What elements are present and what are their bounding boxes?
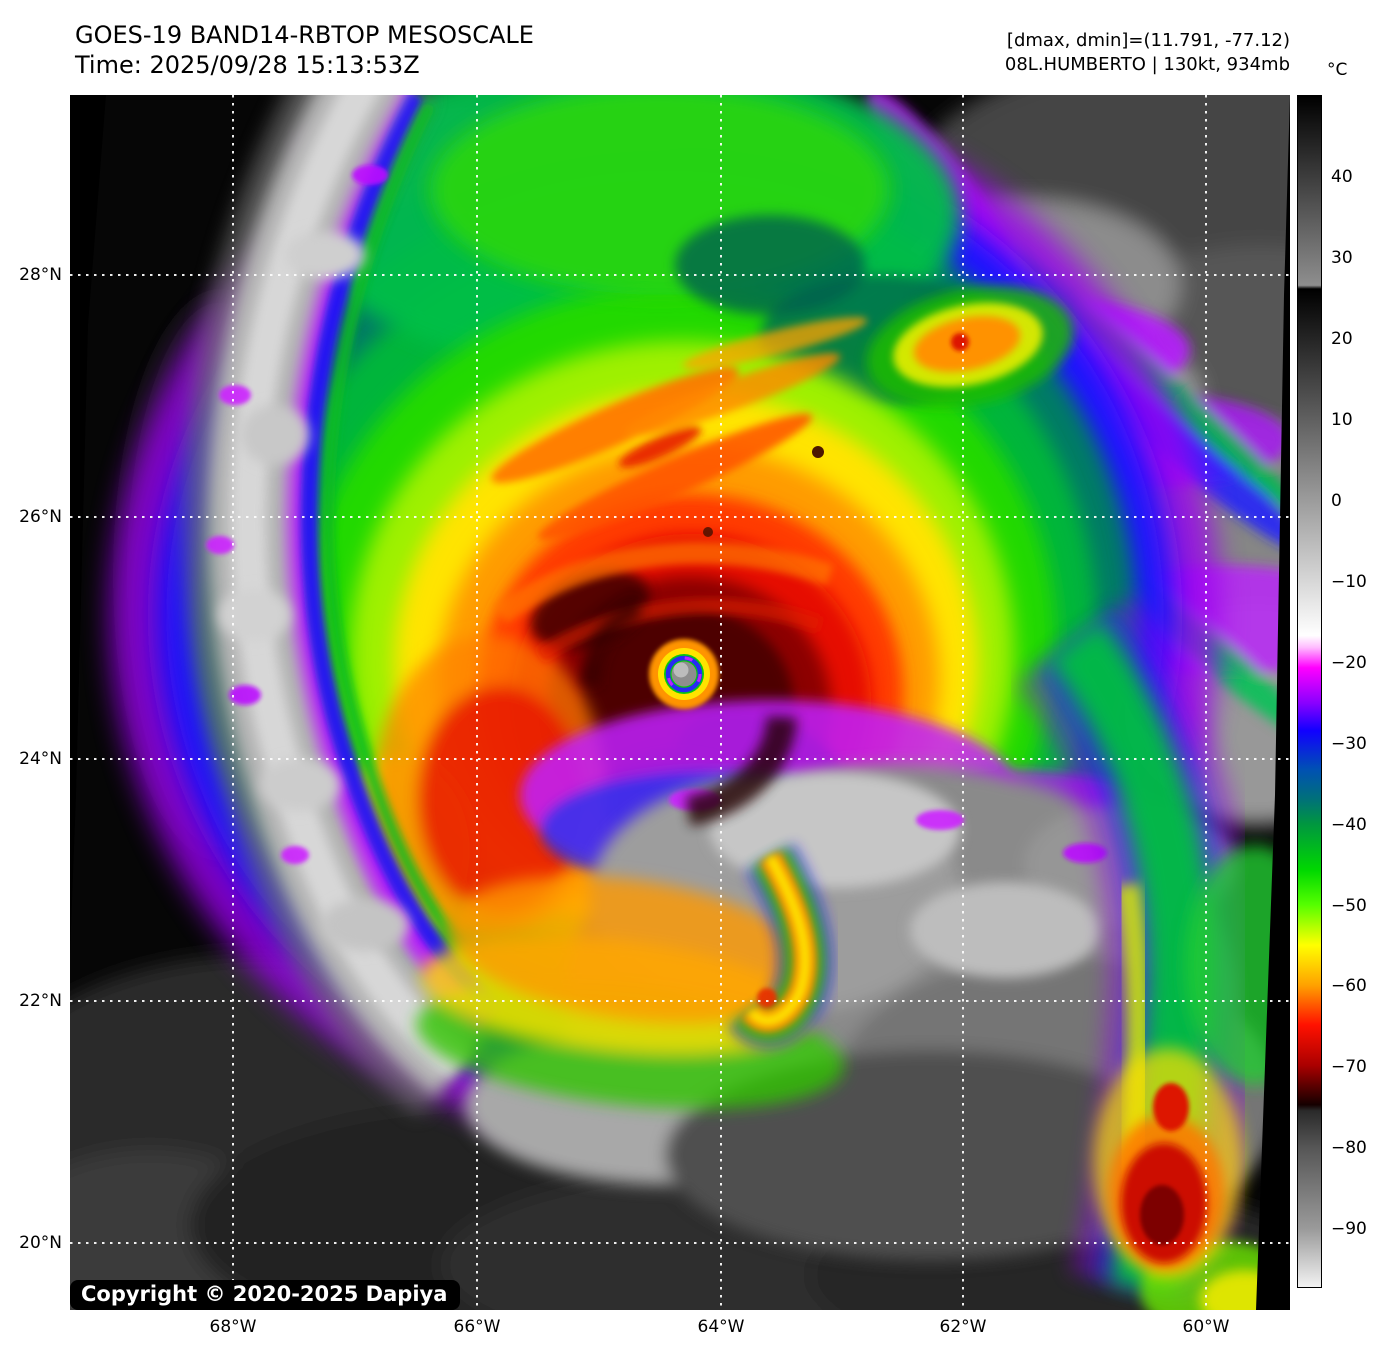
title-block: GOES-19 BAND14-RBTOP MESOSCALE Time: 202… (75, 20, 534, 80)
hot-tower-streaks (491, 317, 868, 662)
colorbar-tick: −50 (1331, 896, 1367, 916)
inner-spiral-arcs (579, 446, 824, 826)
lat-label: 26°N (19, 507, 62, 527)
colorbar-tick: 10 (1331, 410, 1353, 430)
northeast-cold-patch (866, 286, 1074, 408)
southeast-cloud-mass (465, 700, 1280, 1260)
colorbar-tick: −60 (1331, 976, 1367, 996)
lon-label: 68°W (209, 1317, 257, 1337)
lat-label: 28°N (19, 265, 62, 285)
lon-label: 62°W (939, 1317, 987, 1337)
lon-label: 64°W (697, 1317, 745, 1337)
satellite-map: Copyright © 2020-2025 Dapiya (70, 95, 1290, 1310)
colorbar-tick: −80 (1331, 1138, 1367, 1158)
lat-label: 22°N (19, 991, 62, 1011)
info-block: [dmax, dmin]=(11.791, -77.12) 08L.HUMBER… (1005, 29, 1290, 77)
colorbar-gradient (1297, 95, 1322, 1288)
colorbar-tick: −20 (1331, 653, 1367, 673)
colorbar-tick: −90 (1331, 1219, 1367, 1239)
satellite-image (70, 95, 1290, 1310)
product-title: GOES-19 BAND14-RBTOP MESOSCALE (75, 21, 534, 49)
hurricane-eye (649, 639, 719, 709)
colorbar-tick: 40 (1331, 167, 1353, 187)
lon-label: 60°W (1182, 1317, 1230, 1337)
colorbar-tick: −10 (1331, 572, 1367, 592)
dmax-dmin-annotation: [dmax, dmin]=(11.791, -77.12) (1006, 30, 1290, 51)
scan-edge-voids (70, 95, 1290, 1310)
south-hook (726, 842, 835, 1050)
colorbar-tick: 30 (1331, 248, 1353, 268)
lon-label: 66°W (453, 1317, 501, 1337)
storm-info: 08L.HUMBERTO | 130kt, 934mb (1004, 54, 1290, 75)
colorbar-unit: °C (1327, 60, 1348, 80)
colorbar-tick: 20 (1331, 329, 1353, 349)
colorbar-tick: −40 (1331, 815, 1367, 835)
colorbar-tick: −70 (1331, 1057, 1367, 1077)
timestamp: Time: 2025/09/28 15:13:53Z (75, 51, 420, 79)
colorbar-tick: −30 (1331, 734, 1367, 754)
graticule (70, 95, 1290, 1310)
lat-label: 24°N (19, 749, 62, 769)
colorbar-tick: 0 (1331, 491, 1342, 511)
lat-label: 20°N (19, 1233, 62, 1253)
west-cloud-arc (183, 95, 514, 1116)
copyright-badge: Copyright © 2020-2025 Dapiya (70, 1280, 461, 1310)
